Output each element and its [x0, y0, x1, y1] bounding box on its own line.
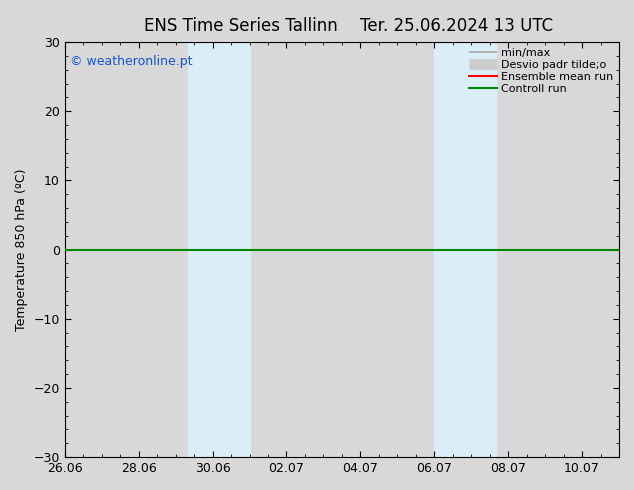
Text: ENS Time Series Tallinn: ENS Time Series Tallinn — [144, 17, 338, 35]
Bar — [188, 42, 250, 457]
Text: Ter. 25.06.2024 13 UTC: Ter. 25.06.2024 13 UTC — [360, 17, 553, 35]
Y-axis label: Temperature 850 hPa (ºC): Temperature 850 hPa (ºC) — [15, 169, 28, 331]
Bar — [434, 42, 496, 457]
Legend: min/max, Desvio padr tilde;o, Ensemble mean run, Controll run: min/max, Desvio padr tilde;o, Ensemble m… — [467, 46, 616, 97]
Text: © weatheronline.pt: © weatheronline.pt — [70, 54, 193, 68]
